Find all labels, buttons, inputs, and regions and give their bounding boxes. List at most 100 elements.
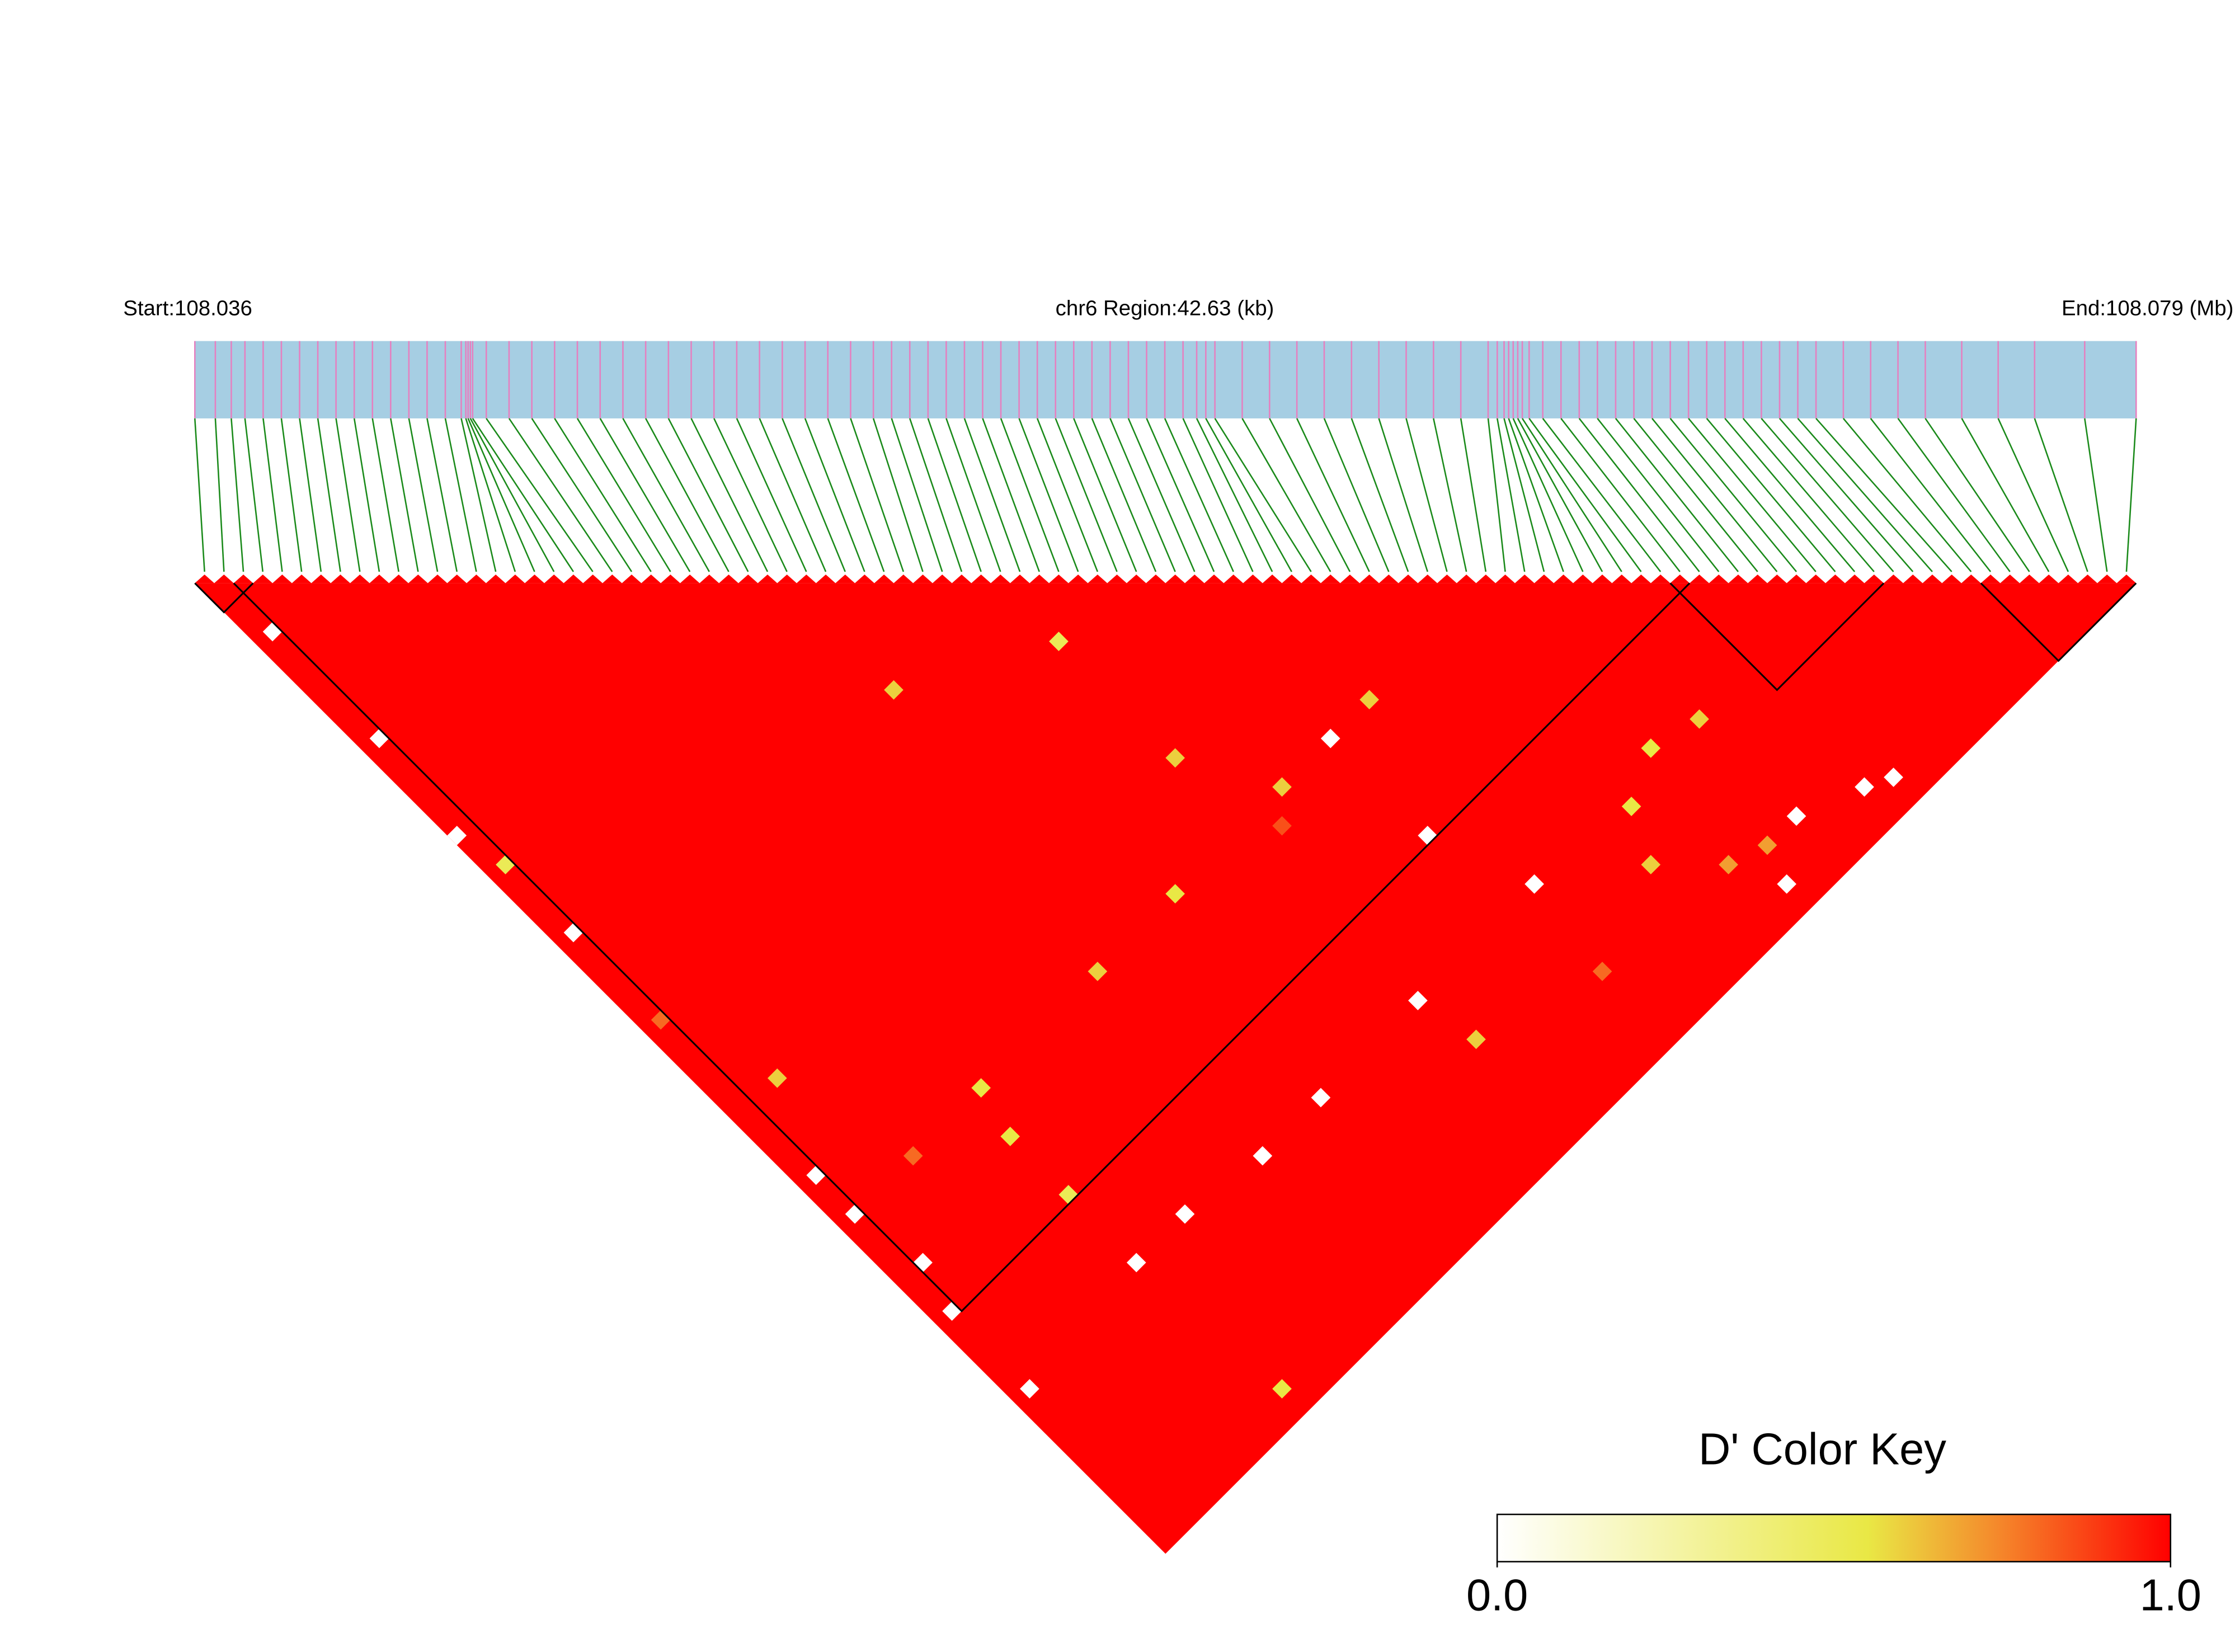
snp-notch [1514,575,1535,583]
snp-link [891,418,943,572]
snp-link [1842,418,1972,572]
key-title: D' Color Key [1698,1424,1946,1474]
snp-notch [233,575,253,583]
ld-cell [1786,806,1806,826]
snp-link [1036,418,1099,572]
snp-link [1778,418,1914,572]
snp-link [280,418,303,572]
snp-notch [1437,575,1457,583]
snp-notch [1029,575,1050,583]
snp-link [371,418,399,572]
ld-cell [806,1165,826,1185]
snp-link [1487,418,1506,572]
snp-link [194,418,205,572]
snp-link [1214,418,1312,572]
snp-notch [2039,575,2059,583]
snp-link [827,418,885,572]
snp-link [736,418,807,572]
snp-link [759,418,827,572]
snp-notch [1068,575,1088,583]
snp-link [531,418,633,572]
snp-link [1633,418,1758,572]
ld-cell [1165,748,1185,768]
ld-cell [1621,797,1641,816]
snp-notch [291,575,312,583]
snp-notch [427,575,448,583]
ld-block [1980,582,2137,662]
snp-notch [602,575,622,583]
snp-link [230,418,244,572]
snp-link [1433,418,1467,572]
snp-link [408,418,439,572]
snp-link [444,418,477,572]
snp-notch [777,575,797,583]
ld-block [233,582,1691,1312]
snp-notch [1398,575,1418,583]
snp-notch [855,575,874,583]
snp-link [1797,418,1933,572]
snp-notch [932,575,952,583]
snp-link [472,418,575,572]
snp-notch [2116,575,2137,583]
snp-link [963,418,1021,572]
snp-link [1615,418,1739,572]
snp-notch [1631,575,1651,583]
snp-notch [544,575,564,583]
snp-link [927,418,982,572]
snp-link [909,418,963,572]
snp-notch [1359,575,1379,583]
snp-notch [1922,575,1942,583]
ld-cell [1855,777,1874,797]
snp-notch [874,575,894,583]
snp-notch [1088,575,1108,583]
snp-link [2125,418,2137,572]
snp-notch [1243,575,1263,583]
snp-notch [1592,575,1612,583]
snp-notch [1554,575,1573,583]
region-label: chr6 Region:42.63 (kb) [1056,296,1274,321]
snp-notch [990,575,1010,583]
snp-notch [525,575,544,583]
snp-notch [447,575,467,583]
snp-notch [311,575,331,583]
snp-link [1497,418,1526,572]
snp-notch [1049,575,1069,583]
snp-link [1521,418,1622,572]
snp-notch [408,575,428,583]
snp-notch [2078,575,2097,583]
snp-notch [331,575,350,583]
ld-cell [1000,1127,1020,1146]
snp-link [982,418,1040,572]
snp-notch [1980,575,2001,583]
snp-link [1761,418,1894,572]
snp-notch [2000,575,2020,583]
snp-notch [971,575,991,583]
snp-notch [757,575,778,583]
snp-link [1503,418,1545,572]
snp-link [1688,418,1817,572]
snp-notch [1262,575,1282,583]
snp-notch [1146,575,1166,583]
snp-link [353,418,380,572]
ld-cell [1311,1088,1331,1108]
snp-link [486,418,594,572]
snp-notch [272,575,292,583]
snp-link [1578,418,1700,572]
snp-link [1512,418,1584,572]
snp-link [1127,418,1196,572]
ld-cell [563,923,584,943]
ld-cell [1088,962,1108,981]
snp-notch [1864,575,1884,583]
snp-link [1182,418,1254,572]
snp-link [1815,418,1952,572]
ld-cell [1359,690,1379,709]
snp-notch [1340,575,1360,583]
snp-link [1651,418,1778,572]
snp-link [1925,418,2030,572]
snp-link [1164,418,1234,572]
ld-cell [1058,1185,1079,1204]
ld-cell [1272,1379,1292,1399]
snp-link [945,418,1001,572]
ld-cell [1690,709,1709,729]
